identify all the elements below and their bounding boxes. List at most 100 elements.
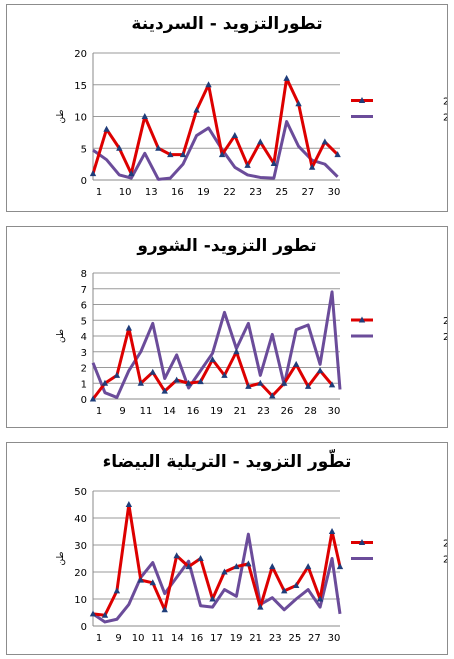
data-point-2015 xyxy=(197,378,204,385)
chart-title: تطّور التزويد - التريلية البيضاء xyxy=(103,448,352,472)
data-point-2015 xyxy=(179,151,187,158)
y-tick-label: 20 xyxy=(74,49,87,60)
chart-panel-sardine: تطورالتزويد - السردينة 0 5 10 15 20 طن 1 10 13 16 1… xyxy=(6,4,448,212)
data-point-2015 xyxy=(269,563,276,570)
data-point-2015 xyxy=(257,379,264,386)
x-tick-label: 30 xyxy=(328,187,341,198)
data-point-2015 xyxy=(209,356,216,363)
data-point-2015 xyxy=(116,144,123,151)
data-point-2015 xyxy=(233,563,240,570)
data-point-2015 xyxy=(89,610,97,617)
data-point-2015 xyxy=(149,579,156,586)
chart-title: تطورالتزويد - السردينة xyxy=(131,14,322,34)
x-tick-label: 9 xyxy=(119,406,125,417)
chart-white-trevally: تطّور التزويد - التريلية البيضاء 0 10 20 30 4… xyxy=(56,448,447,644)
data-point-2015 xyxy=(257,603,264,610)
data-point-2015 xyxy=(336,563,344,570)
data-point-2015 xyxy=(257,138,264,145)
x-tick-label: 26 xyxy=(281,406,294,417)
y-axis-label: طن xyxy=(56,109,66,123)
y-tick-label: 20 xyxy=(74,568,87,579)
data-point-2015 xyxy=(334,151,341,158)
x-tick-label: 23 xyxy=(269,633,282,644)
data-point-2015 xyxy=(113,371,121,378)
data-point-2015 xyxy=(281,587,288,594)
data-point-2015 xyxy=(221,568,228,575)
data-point-2015 xyxy=(304,382,312,389)
x-tick-label: 11 xyxy=(140,406,153,417)
data-point-2015 xyxy=(125,501,133,507)
data-point-2015 xyxy=(269,392,276,399)
x-tick-label: 10 xyxy=(132,633,145,644)
y-tick-label: 0 xyxy=(81,622,87,633)
data-point-2015 xyxy=(197,555,204,561)
legend-marker-2015 xyxy=(358,97,366,103)
x-tick-label: 28 xyxy=(304,406,317,417)
data-point-2015 xyxy=(209,595,216,602)
y-tick-label: 2 xyxy=(81,364,87,375)
data-point-2015 xyxy=(141,113,148,119)
legend-label-2015: الكمية 2015 xyxy=(443,97,447,108)
x-tick-label: 16 xyxy=(191,633,204,644)
data-point-2015 xyxy=(231,132,239,139)
data-point-2015 xyxy=(218,151,226,158)
data-point-2015 xyxy=(173,552,180,559)
x-tick-label: 16 xyxy=(187,406,200,417)
x-tick-label: 9 xyxy=(115,633,121,644)
data-point-2015 xyxy=(161,387,168,394)
data-point-2015 xyxy=(292,582,300,588)
x-tick-label: 10 xyxy=(119,187,132,198)
y-tick-label: 6 xyxy=(81,301,87,312)
data-point-2015 xyxy=(173,376,180,383)
data-point-2015 xyxy=(103,125,110,132)
y-tick-label: 0 xyxy=(81,176,87,187)
data-point-2015 xyxy=(161,606,168,613)
data-point-2015 xyxy=(233,348,240,355)
data-point-2015 xyxy=(155,144,162,151)
y-tick-label: 30 xyxy=(74,541,87,552)
y-tick-label: 15 xyxy=(74,81,87,92)
y-tick-label: 40 xyxy=(74,514,87,525)
y-tick-label: 7 xyxy=(81,285,87,296)
data-point-2015 xyxy=(89,170,97,177)
x-tick-label: 14 xyxy=(163,406,176,417)
x-tick-label: 23 xyxy=(249,187,262,198)
x-tick-label: 30 xyxy=(328,633,341,644)
legend-marker-2015 xyxy=(358,316,366,323)
data-point-2015 xyxy=(308,163,316,170)
data-point-2015 xyxy=(304,563,312,570)
chart-title: تطور التزويد- الشورو xyxy=(136,236,316,256)
chart-panel-white-trevally: تطّور التزويد - التريلية البيضاء 0 10 20 30 4… xyxy=(6,442,448,655)
y-axis-label: طن xyxy=(56,551,66,565)
data-point-2015 xyxy=(328,381,336,388)
x-tick-label: 19 xyxy=(230,633,243,644)
x-tick-label: 13 xyxy=(145,187,158,198)
y-tick-label: 3 xyxy=(81,348,87,359)
data-point-2015 xyxy=(281,379,288,386)
data-point-2015 xyxy=(321,138,329,145)
data-point-2015 xyxy=(221,371,228,378)
legend-label-2014: الكمية 2014 xyxy=(443,332,447,343)
data-point-2015 xyxy=(167,151,174,158)
x-tick-label: 19 xyxy=(197,187,210,198)
legend-marker-2015 xyxy=(358,539,366,545)
x-tick-label: 25 xyxy=(288,633,301,644)
series-line-2014 xyxy=(92,120,339,181)
x-tick-label: 27 xyxy=(308,633,321,644)
data-point-2015 xyxy=(89,395,97,402)
x-tick-label: 11 xyxy=(151,633,164,644)
legend-label-2014: الكمية 2014 xyxy=(443,555,447,566)
x-tick-label: 21 xyxy=(249,633,262,644)
x-tick-label: 1 xyxy=(96,633,102,644)
chart-panel-shouro: تطور التزويد- الشورو 0 1 2 3 4 5 6 7 8 طن 1 9 11 14 16 1… xyxy=(6,226,448,428)
x-tick-label: 1 xyxy=(96,187,102,198)
data-point-2015 xyxy=(244,161,251,168)
data-point-2015 xyxy=(185,379,192,386)
y-tick-label: 4 xyxy=(81,332,87,343)
data-point-2015 xyxy=(149,368,156,375)
y-tick-label: 5 xyxy=(81,316,87,327)
data-point-2015 xyxy=(245,382,252,389)
x-tick-label: 19 xyxy=(210,406,223,417)
legend-label-2015: الكمية 2015 xyxy=(443,316,447,327)
